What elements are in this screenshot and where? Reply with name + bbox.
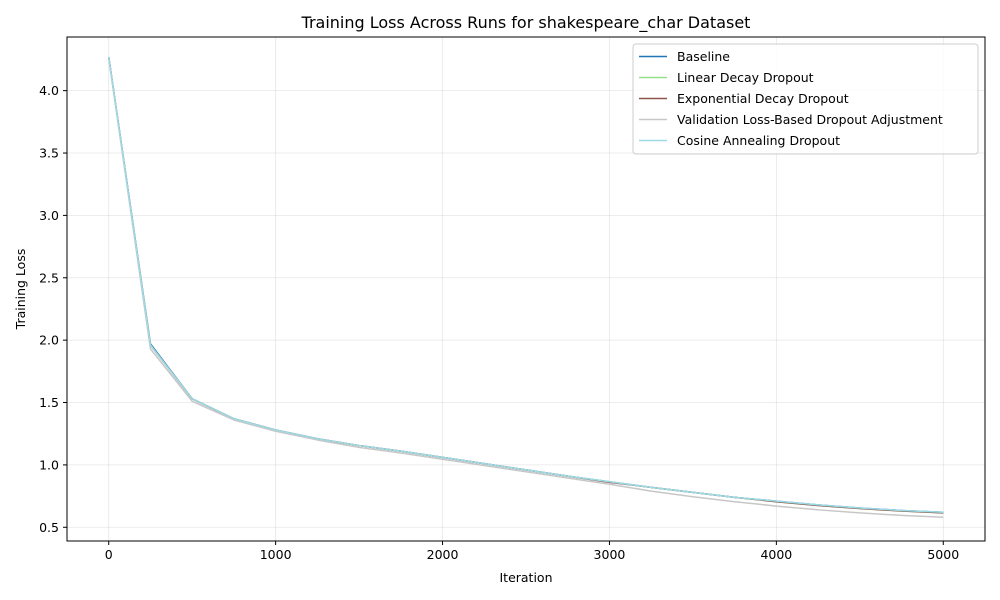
y-tick-label: 2.5 bbox=[39, 270, 59, 285]
y-tick-label: 2.0 bbox=[39, 333, 59, 348]
y-tick-label: 4.0 bbox=[39, 83, 59, 98]
plot-frame bbox=[66, 36, 986, 542]
legend: Baseline Linear Decay Dropout Exponential … bbox=[632, 43, 979, 155]
y-tick-label: 1.5 bbox=[39, 395, 59, 410]
x-axis-ticks: 0 1000 2000 3000 4000 5000 bbox=[105, 541, 959, 562]
x-tick-label: 3000 bbox=[594, 547, 626, 562]
x-tick-label: 5000 bbox=[927, 547, 959, 562]
y-axis-ticks: 0.5 1.0 1.5 2.0 2.5 3.0 3.5 4.0 bbox=[39, 83, 67, 535]
legend-label: Linear Decay Dropout bbox=[677, 70, 814, 85]
y-tick-label: 1.0 bbox=[39, 457, 59, 472]
legend-box bbox=[632, 43, 979, 155]
y-tick-label: 0.5 bbox=[39, 520, 59, 535]
y-tick-label: 3.0 bbox=[39, 208, 59, 223]
legend-label: Cosine Annealing Dropout bbox=[677, 133, 840, 148]
series-line bbox=[107, 56, 944, 514]
x-tick-label: 0 bbox=[105, 547, 113, 562]
x-axis-label: Iteration bbox=[499, 570, 552, 585]
x-tick-label: 4000 bbox=[760, 547, 792, 562]
x-tick-label: 2000 bbox=[427, 547, 459, 562]
chart-title: Training Loss Across Runs for shakespear… bbox=[301, 13, 751, 33]
legend-label: Exponential Decay Dropout bbox=[677, 91, 849, 106]
y-axis-label: Training Loss bbox=[13, 249, 28, 331]
legend-label: Baseline bbox=[677, 49, 730, 64]
series-line bbox=[107, 58, 944, 519]
series-lines bbox=[107, 56, 944, 519]
x-tick-label: 1000 bbox=[260, 547, 292, 562]
grid-lines bbox=[67, 37, 985, 541]
y-tick-label: 3.5 bbox=[39, 146, 59, 161]
legend-label: Validation Loss-Based Dropout Adjustment bbox=[677, 112, 943, 127]
